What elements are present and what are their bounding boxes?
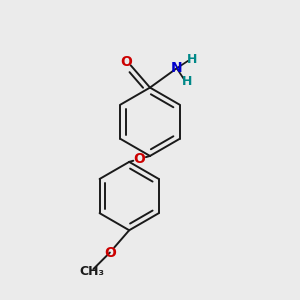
Text: O: O (120, 55, 132, 69)
Text: H: H (186, 53, 197, 66)
Text: O: O (134, 152, 146, 166)
Text: O: O (104, 245, 116, 260)
Text: CH₃: CH₃ (80, 265, 104, 278)
Text: H: H (182, 75, 192, 88)
Text: N: N (171, 61, 183, 75)
